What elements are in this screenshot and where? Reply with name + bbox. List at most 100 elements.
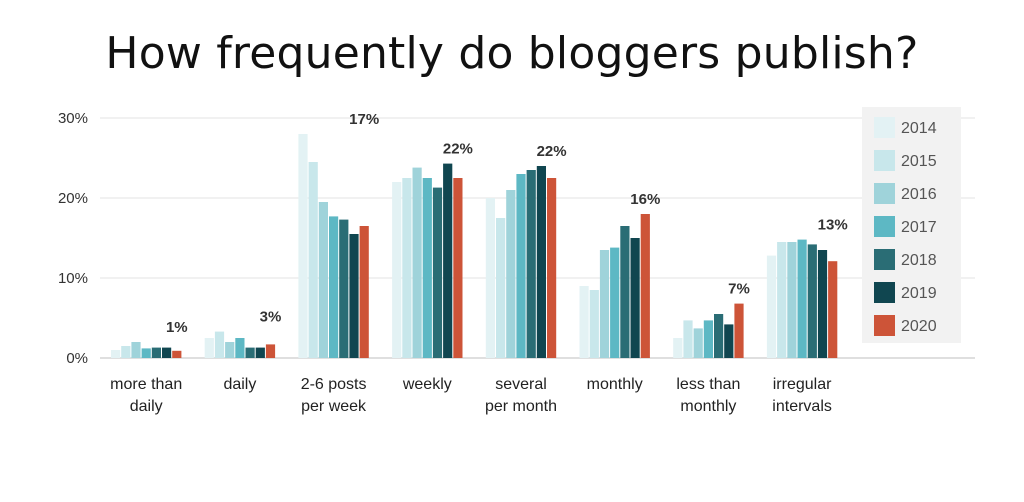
bar bbox=[172, 350, 182, 358]
bar bbox=[610, 247, 620, 358]
bar bbox=[245, 347, 255, 358]
bar bbox=[131, 342, 141, 358]
category-label: 2-6 posts per week bbox=[301, 376, 367, 415]
bar bbox=[797, 239, 807, 358]
category-label-line: irregular bbox=[773, 376, 832, 393]
bar bbox=[318, 202, 328, 358]
bar bbox=[392, 182, 402, 358]
category-label-line: monthly bbox=[587, 376, 643, 393]
category-label-line: more than bbox=[110, 376, 182, 393]
bar bbox=[589, 290, 599, 358]
bar bbox=[225, 342, 235, 358]
bar bbox=[526, 170, 536, 358]
category-label-line: several bbox=[495, 376, 547, 393]
data-label: 7% bbox=[728, 281, 750, 298]
bar bbox=[516, 174, 526, 358]
legend-swatch bbox=[874, 315, 895, 336]
category-label: weekly bbox=[402, 376, 452, 393]
bar bbox=[807, 244, 817, 358]
bar bbox=[630, 238, 640, 358]
bar bbox=[787, 242, 797, 358]
bar bbox=[432, 187, 443, 358]
bar bbox=[673, 338, 683, 358]
category-label-line: per week bbox=[301, 398, 367, 415]
legend-label: 2017 bbox=[901, 219, 937, 236]
bar bbox=[828, 261, 838, 358]
category-label: irregular intervals bbox=[772, 376, 832, 415]
legend-swatch bbox=[874, 216, 895, 237]
legend-swatch bbox=[874, 150, 895, 171]
x-axis: more than daily daily 2-6 posts per week week… bbox=[110, 376, 832, 415]
bar bbox=[734, 303, 744, 358]
bar bbox=[579, 286, 589, 358]
bar bbox=[640, 214, 650, 358]
bar bbox=[485, 198, 495, 358]
bar bbox=[599, 250, 610, 358]
bar bbox=[349, 234, 359, 358]
bar bbox=[308, 162, 318, 358]
bar bbox=[359, 226, 369, 358]
legend-swatch bbox=[874, 249, 895, 270]
legend-swatch bbox=[874, 183, 895, 204]
bars bbox=[111, 134, 838, 358]
bar bbox=[506, 190, 516, 358]
category-label-line: intervals bbox=[772, 398, 832, 415]
data-label: 17% bbox=[349, 111, 379, 128]
bar bbox=[255, 347, 265, 358]
legend-label: 2014 bbox=[901, 120, 937, 137]
bar bbox=[412, 167, 422, 358]
bar bbox=[141, 348, 151, 358]
category-label-line: per month bbox=[485, 398, 557, 415]
bar bbox=[620, 226, 630, 358]
bar bbox=[693, 328, 703, 358]
y-tick-label: 20% bbox=[58, 190, 88, 207]
bar bbox=[265, 344, 276, 358]
category-label-line: daily bbox=[130, 398, 163, 415]
category-label-line: 2-6 posts bbox=[301, 376, 367, 393]
bar bbox=[422, 178, 432, 358]
legend-label: 2018 bbox=[901, 252, 937, 269]
bar bbox=[766, 255, 777, 358]
category-label-line: less than bbox=[676, 376, 740, 393]
bar bbox=[724, 324, 734, 358]
category-label: less than monthly bbox=[676, 376, 740, 415]
bar bbox=[683, 320, 693, 358]
bar bbox=[496, 218, 506, 358]
data-label: 22% bbox=[443, 141, 473, 158]
data-labels: 1% 3% 17% 22% 22% 16% 7% 13% bbox=[166, 111, 848, 336]
bar bbox=[547, 178, 557, 358]
category-label: several per month bbox=[485, 376, 557, 415]
bar bbox=[339, 219, 349, 358]
category-label: daily bbox=[223, 376, 256, 393]
data-label: 13% bbox=[818, 217, 848, 234]
category-label: monthly bbox=[587, 376, 643, 393]
data-label: 22% bbox=[537, 143, 567, 160]
bar bbox=[235, 338, 245, 358]
bar bbox=[402, 178, 412, 358]
bar bbox=[329, 216, 339, 358]
bar bbox=[121, 346, 131, 358]
y-axis: 0% 10% 20% 30% bbox=[58, 110, 88, 367]
y-tick-label: 0% bbox=[66, 350, 88, 367]
bar bbox=[777, 242, 787, 358]
bar bbox=[204, 338, 214, 358]
bar bbox=[151, 347, 161, 358]
bar bbox=[714, 314, 724, 358]
bar bbox=[817, 250, 828, 358]
data-label: 1% bbox=[166, 319, 188, 336]
category-label-line: monthly bbox=[680, 398, 736, 415]
y-tick-label: 10% bbox=[58, 270, 88, 287]
legend: 2014 2015 2016 2017 2018 2019 2020 bbox=[862, 107, 961, 343]
category-label-line: daily bbox=[223, 376, 256, 393]
category-label: more than daily bbox=[110, 376, 182, 415]
legend-label: 2020 bbox=[901, 318, 937, 335]
bar bbox=[162, 347, 172, 358]
category-label-line: weekly bbox=[402, 376, 452, 393]
bar bbox=[214, 331, 225, 358]
bar bbox=[453, 178, 463, 358]
chart-title: How frequently do bloggers publish? bbox=[105, 28, 919, 79]
y-tick-label: 30% bbox=[58, 110, 88, 127]
legend-label: 2016 bbox=[901, 186, 937, 203]
bar bbox=[703, 320, 713, 358]
